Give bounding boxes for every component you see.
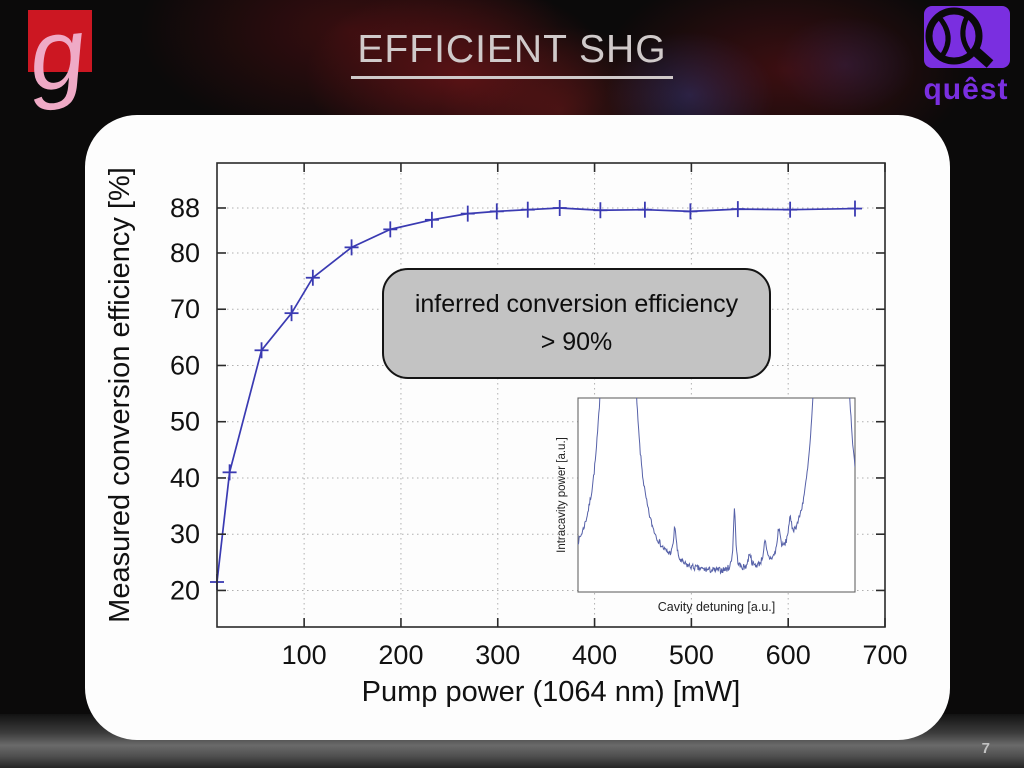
callout-box: inferred conversion efficiency > 90% [382,268,771,379]
svg-text:400: 400 [572,640,617,670]
quest-ball-icon [925,7,983,65]
logo-red-square [28,10,92,72]
svg-text:200: 200 [378,640,423,670]
logo-g-glyph: g [23,2,90,113]
svg-text:80: 80 [170,238,200,268]
callout-line2: > 90% [540,328,613,356]
svg-text:40: 40 [170,463,200,493]
plot-box [216,162,886,628]
quest-wordmark: quêst [923,73,1008,106]
inset-trace [578,398,855,575]
slide-title: EFFICIENT SHG [351,28,673,79]
institute-logo: g [23,2,92,113]
content-card: 100 200 300 400 500 600 700 20 30 40 50 60 70 80 88 Pum… [85,115,950,740]
page-number: 7 [981,740,990,757]
svg-text:60: 60 [170,350,200,380]
quest-logo: quêst [923,6,1010,106]
svg-text:20: 20 [170,575,200,605]
svg-text:50: 50 [170,407,200,437]
svg-text:70: 70 [170,294,200,324]
svg-text:300: 300 [475,640,520,670]
svg-text:100: 100 [282,640,327,670]
quest-q-tail [968,44,994,68]
efficiency-curve [216,207,856,583]
svg-text:30: 30 [170,519,200,549]
x-axis-label: Pump power (1064 nm) [mW] [362,676,741,708]
axis-ticks [217,163,886,627]
quest-ball-seam-left [936,14,951,58]
inset-x-label: Cavity detuning [a.u.] [658,600,775,614]
x-tick-labels: 100 200 300 400 500 600 700 [282,640,908,670]
inset-box [577,397,856,593]
svg-text:88: 88 [170,193,200,223]
title-wrap: EFFICIENT SHG [0,28,1024,79]
y-axis-label: Measured conversion efficiency [%] [104,167,136,623]
callout-line1: inferred conversion efficiency [414,290,739,318]
svg-text:700: 700 [862,640,907,670]
efficiency-chart: 100 200 300 400 500 600 700 20 30 40 50 60 70 80 88 Pum… [104,162,908,708]
y-tick-labels: 20 30 40 50 60 70 80 88 [170,193,200,605]
grid-lines [217,163,886,627]
svg-text:500: 500 [669,640,714,670]
svg-text:600: 600 [766,640,811,670]
inset-y-label: Intracavity power [a.u.] [556,437,568,553]
